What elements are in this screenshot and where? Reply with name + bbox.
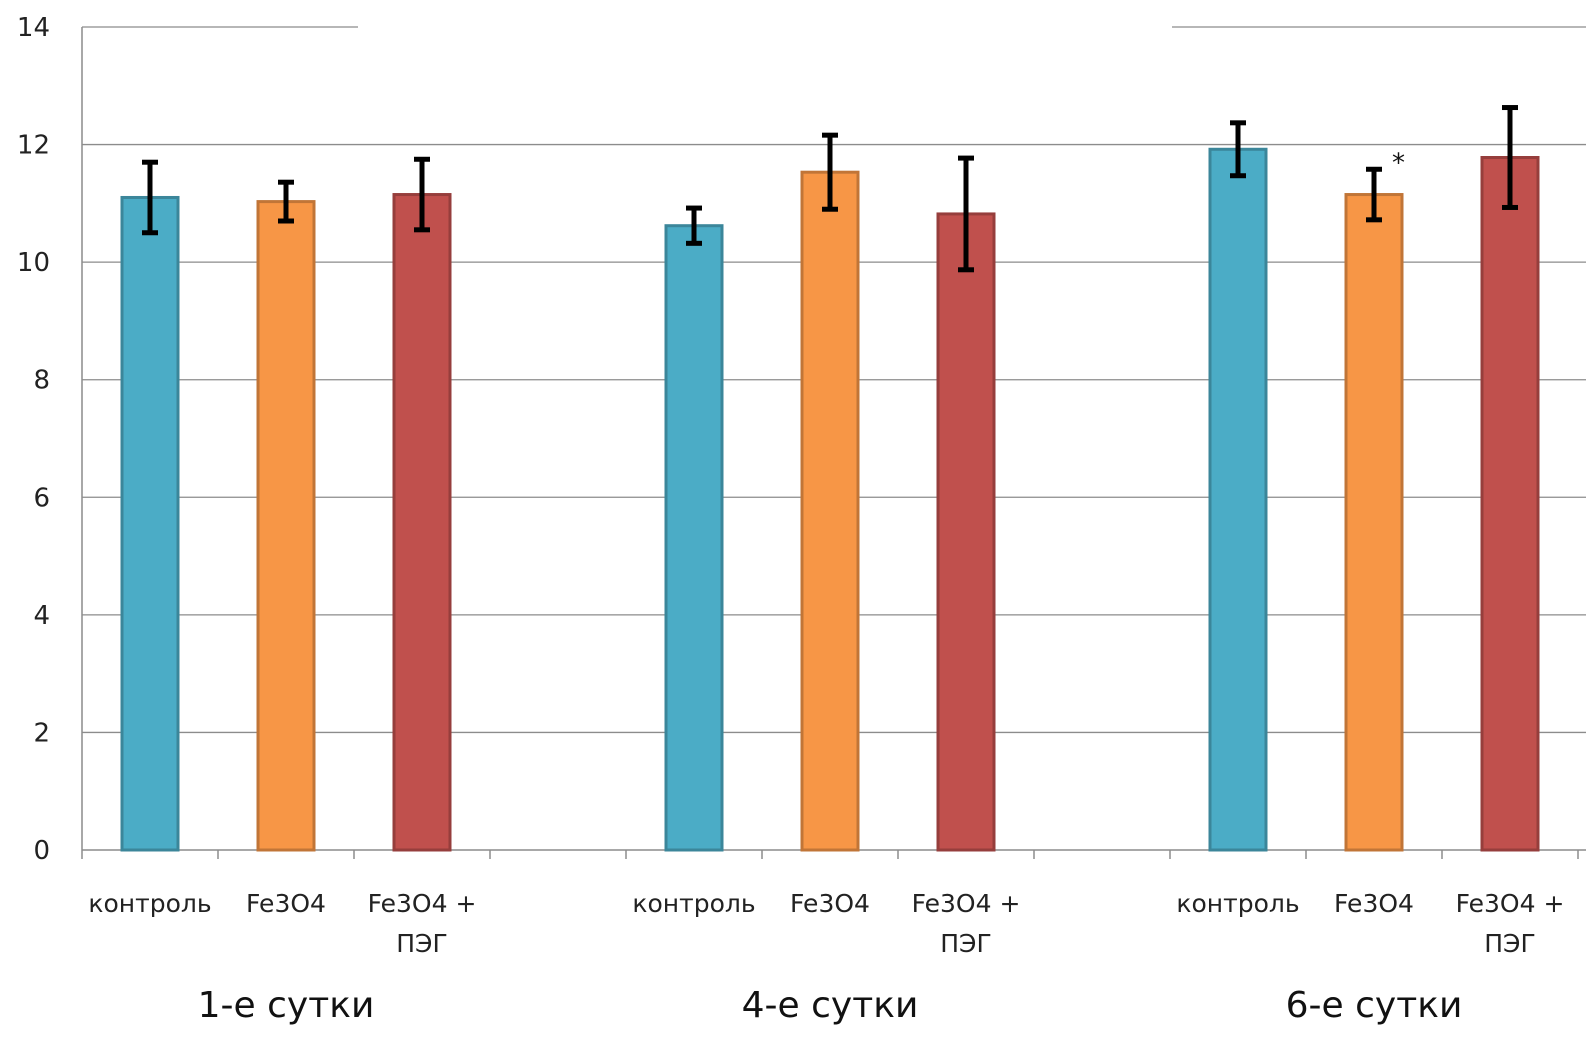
category-label: Fe3O4 + ПЭГ	[1456, 889, 1565, 958]
category-label: контроль	[1176, 889, 1299, 918]
group-label: 6-е сутки	[1286, 985, 1463, 1026]
category-label: Fe3O4 + ПЭГ	[368, 889, 477, 958]
group-label: 1-е сутки	[198, 985, 375, 1026]
category-label: контроль	[632, 889, 755, 918]
bar	[1208, 147, 1268, 852]
y-tick-label: 2	[33, 718, 50, 748]
bars	[120, 105, 1540, 852]
y-tick-label: 8	[33, 366, 50, 396]
category-label: контроль	[88, 889, 211, 918]
category-label: Fe3O4	[790, 889, 870, 918]
bar	[1344, 193, 1404, 852]
bar	[1480, 156, 1540, 852]
bar	[800, 170, 860, 852]
y-tick-label: 10	[17, 248, 50, 278]
bar	[392, 193, 452, 852]
bar	[664, 224, 724, 852]
y-tick-label: 14	[17, 13, 50, 43]
bar	[936, 212, 996, 852]
labels: 0 2 4 6 8 10 12 14 контроль Fe3O4 Fe3O4 + ПЭГ 1-е су…	[17, 13, 1564, 1026]
category-label: Fe3O4	[1334, 889, 1414, 918]
category-label: Fe3O4	[246, 889, 326, 918]
y-tick-label: 0	[33, 836, 50, 866]
significance-marker: *	[1392, 148, 1405, 178]
group-label: 4-е сутки	[742, 985, 919, 1026]
bar	[256, 200, 316, 852]
bar	[120, 195, 180, 852]
y-tick-label: 6	[33, 483, 50, 513]
y-tick-label: 4	[33, 601, 50, 631]
category-label: Fe3O4 + ПЭГ	[912, 889, 1021, 958]
y-tick-label: 12	[17, 131, 50, 161]
